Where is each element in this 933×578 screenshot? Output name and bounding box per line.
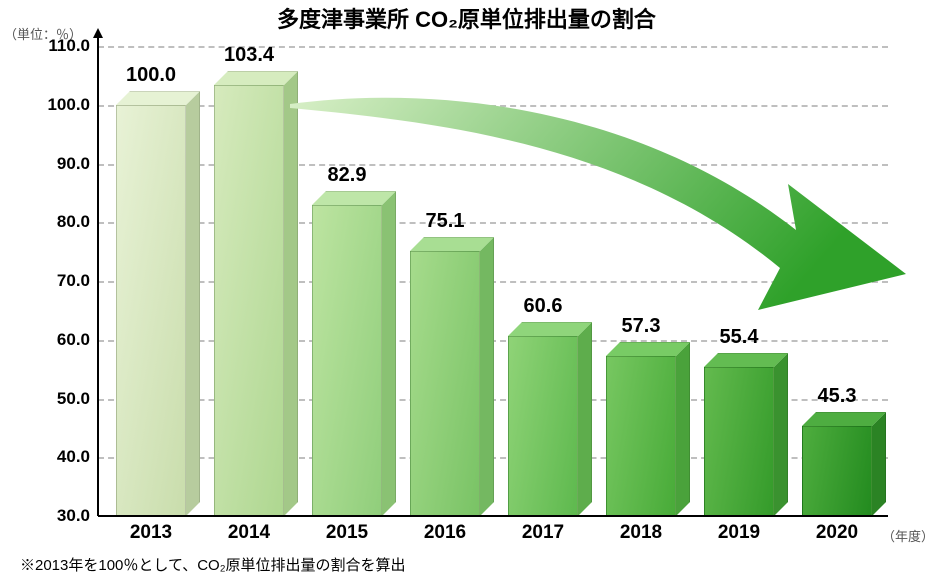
bar-value-label: 75.1 xyxy=(426,210,465,233)
bar-side xyxy=(578,322,592,516)
bar-side xyxy=(186,91,200,516)
y-axis-line xyxy=(97,32,99,516)
bar-slot: 100.02013 xyxy=(116,46,186,516)
bar-front xyxy=(802,426,872,516)
bar-side xyxy=(872,412,886,516)
bar-top xyxy=(116,91,200,105)
bar-slot: 57.32018 xyxy=(606,46,676,516)
x-axis-line xyxy=(98,515,888,517)
bar-slot: 60.62017 xyxy=(508,46,578,516)
y-tick-label: 90.0 xyxy=(57,154,90,174)
bar-slot: 75.12016 xyxy=(410,46,480,516)
bar-side xyxy=(284,71,298,516)
y-tick-label: 110.0 xyxy=(48,36,90,56)
x-axis-title: （年度） xyxy=(882,526,933,545)
bar-front xyxy=(116,105,186,516)
chart-title: 多度津事業所 CO₂原単位排出量の割合 xyxy=(0,2,933,34)
y-tick-label: 50.0 xyxy=(57,389,90,409)
chart-container: 多度津事業所 CO₂原単位排出量の割合 （単位：％） 100.02013103.… xyxy=(0,0,933,578)
bar-value-label: 82.9 xyxy=(328,164,367,187)
bar-value-label: 45.3 xyxy=(818,385,857,408)
bar-front xyxy=(410,251,480,516)
x-tick-label: 2020 xyxy=(816,522,858,544)
x-tick-label: 2017 xyxy=(522,522,564,544)
bar-value-label: 103.4 xyxy=(224,44,274,67)
bar-top xyxy=(410,237,494,251)
bar-slot: 103.42014 xyxy=(214,46,284,516)
chart-footnote: ※2013年を100％として、CO₂原単位排出量の割合を算出 xyxy=(20,554,406,575)
y-tick-label: 40.0 xyxy=(57,447,90,467)
bar-top xyxy=(214,71,298,85)
bar-side xyxy=(480,237,494,516)
bar-value-label: 57.3 xyxy=(622,315,661,338)
bar-side xyxy=(382,191,396,516)
bar-side xyxy=(774,353,788,516)
bar-value-label: 100.0 xyxy=(126,64,176,87)
bar-top xyxy=(802,412,886,426)
bar-top xyxy=(508,322,592,336)
bar-slot: 45.32020 xyxy=(802,46,872,516)
bar-value-label: 55.4 xyxy=(720,326,759,349)
bars-group: 100.02013 103.42014 82.92015 75.12016 60.620… xyxy=(98,46,888,516)
x-tick-label: 2015 xyxy=(326,522,368,544)
bar-front xyxy=(312,205,382,516)
y-tick-label: 60.0 xyxy=(57,330,90,350)
y-tick-label: 30.0 xyxy=(57,506,90,526)
bar-top xyxy=(312,191,396,205)
y-tick-label: 80.0 xyxy=(57,212,90,232)
bar-slot: 55.42019 xyxy=(704,46,774,516)
bar-front xyxy=(214,85,284,516)
bar-front xyxy=(606,356,676,516)
plot-area: 100.02013 103.42014 82.92015 75.12016 60.620… xyxy=(98,46,888,516)
bar-front xyxy=(704,367,774,516)
bar-value-label: 60.6 xyxy=(524,295,563,318)
x-tick-label: 2016 xyxy=(424,522,466,544)
x-tick-label: 2018 xyxy=(620,522,662,544)
bar-front xyxy=(508,336,578,516)
y-axis-arrowhead xyxy=(93,28,103,38)
x-tick-label: 2013 xyxy=(130,522,172,544)
y-tick-label: 100.0 xyxy=(47,95,90,115)
bar-slot: 82.92015 xyxy=(312,46,382,516)
bar-top xyxy=(606,342,690,356)
bar-top xyxy=(704,353,788,367)
x-tick-label: 2014 xyxy=(228,522,270,544)
y-tick-label: 70.0 xyxy=(57,271,90,291)
x-tick-label: 2019 xyxy=(718,522,760,544)
bar-side xyxy=(676,342,690,516)
